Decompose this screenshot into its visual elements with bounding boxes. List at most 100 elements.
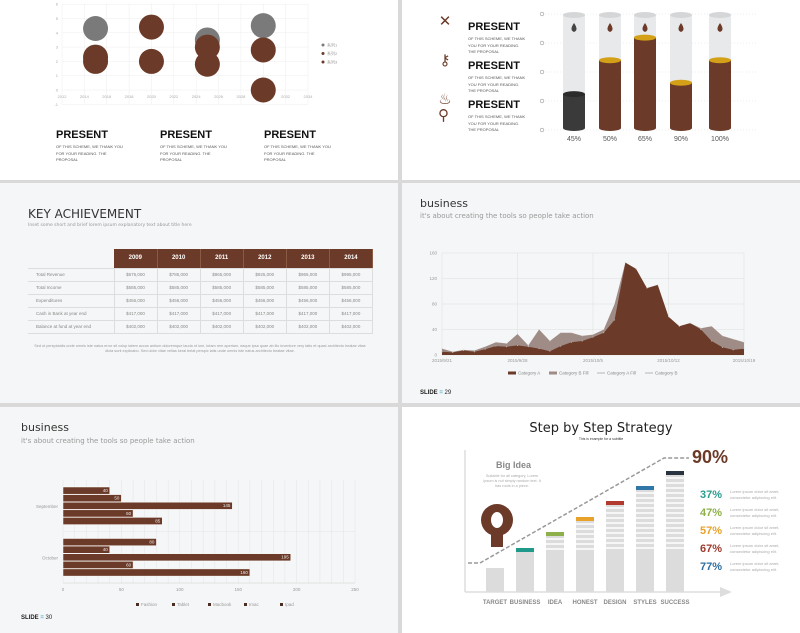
data-point	[83, 16, 109, 42]
step-label: SUCCESS	[660, 600, 689, 606]
fill-surface	[709, 57, 731, 64]
stat-text: Lorem ipsum dolor sit amet, consectetur …	[730, 525, 780, 536]
item-title: PRESENT	[468, 60, 520, 72]
page-subtitle: Inset some short and brief lorem ipsum e…	[28, 223, 192, 228]
y-tick-label: 1	[56, 73, 59, 78]
bar	[62, 568, 251, 577]
data-point	[560, 345, 562, 347]
data-point	[83, 48, 109, 74]
lightbulb-base	[491, 533, 503, 547]
data-point	[138, 48, 164, 74]
legend-swatch	[508, 371, 516, 375]
table-cell: $417,000	[157, 307, 201, 321]
slide-strategy[interactable]: Step by Step Strategy This is example fo…	[402, 407, 800, 633]
percent-label: 100%	[711, 136, 729, 143]
stat-percent: 47%	[700, 507, 723, 519]
data-point	[441, 348, 443, 350]
stat-text: Lorem ipsum dolor sit amet, consectetur …	[730, 489, 780, 500]
row-label: Expenditures	[28, 294, 115, 308]
table-cell: $585,000	[286, 281, 330, 295]
x-tick-label: 2014	[80, 94, 90, 99]
legend-swatch	[280, 603, 283, 606]
bar	[62, 501, 233, 510]
x-tick-label: 2020	[147, 94, 157, 99]
x-tick-label: 2024	[192, 94, 202, 99]
slide-scatter[interactable]: 2012201420162018202020222024202620282030…	[0, 0, 398, 180]
legend-swatch	[172, 603, 175, 606]
cylinder-fill	[634, 37, 656, 128]
present-item: PRESENT OF THIS SCHEME, WE THANK YOU FOR …	[468, 60, 528, 95]
slide-area-chart[interactable]: business it's about creating the tools s…	[402, 183, 800, 403]
lightbulb-inner	[491, 512, 503, 528]
present-block: PRESENT OF THIS SCHEME, WE THANK YOU FOR …	[264, 129, 334, 164]
data-point	[506, 346, 508, 348]
table-cell: $965,000	[286, 268, 330, 282]
y-tick-label: 5	[56, 16, 59, 21]
block-text: OF THIS SCHEME, WE THANK YOU FOR YOUR RE…	[264, 144, 331, 162]
percent-label: 90%	[674, 136, 688, 143]
step-label: IDEA	[548, 600, 563, 606]
step-cap	[606, 501, 624, 505]
column-header: 2011	[200, 249, 244, 269]
data-point	[473, 350, 475, 352]
y-tick-label: 3	[56, 45, 59, 50]
column-header: 2013	[286, 249, 330, 269]
data-point	[570, 341, 572, 343]
data-point	[517, 344, 518, 346]
slide-cylinders[interactable]: 45% 50% 65% 90% 100% ✕ PRESENT OF THIS SCHEME,…	[402, 0, 800, 180]
x-tick-label: 2028	[236, 94, 246, 99]
x-tick-label: 2032	[281, 94, 291, 99]
legend-marker	[321, 43, 325, 47]
x-tick-label: 150	[234, 587, 242, 592]
table-cell: $995,000	[329, 268, 374, 282]
item-text: OF THIS SCHEME, WE THANK YOU FOR YOUR RE…	[468, 36, 526, 54]
data-point	[732, 338, 734, 340]
table-cell: $456,000	[286, 294, 330, 308]
legend-label: Fashion	[141, 602, 158, 607]
stat-text: Lorem ipsum dolor sit amet, consectetur …	[730, 507, 780, 518]
category-label: September	[36, 504, 59, 509]
table-cell: $456,000	[200, 294, 244, 308]
data-point	[495, 341, 497, 343]
slide-key-achievement[interactable]: KEY ACHIEVEMENT Inset some short and bri…	[0, 183, 398, 403]
cylinder-bottom	[634, 125, 656, 131]
x-tick-label: 2022	[169, 94, 179, 99]
data-point	[194, 51, 220, 77]
bar-value-label: 80	[149, 540, 155, 545]
page-subtitle: it's about creating the tools so people …	[21, 437, 195, 445]
drop-icon	[642, 23, 648, 32]
fill-surface	[634, 34, 656, 41]
table-row: Total Income $585,000 $585,000 $585,000 $585…	[28, 281, 374, 295]
table-cell: $456,000	[114, 294, 158, 308]
drop-icon	[571, 23, 577, 32]
data-point	[452, 351, 454, 353]
legend-label: Tablet	[177, 602, 190, 607]
slide-bar-chart[interactable]: business it's about creating the tools s…	[0, 407, 398, 633]
slide-number: SLIDE = 29	[420, 390, 452, 396]
table-cell: $925,000	[243, 268, 287, 282]
table-cell: $675,000	[114, 268, 158, 282]
legend-label: Category B	[655, 371, 678, 376]
faucet-drip-icon: ⚲	[438, 107, 449, 124]
table-cell: $456,000	[157, 294, 201, 308]
table-cell: $417,000	[200, 307, 244, 321]
bar	[62, 553, 292, 562]
percent-label: 65%	[638, 136, 652, 143]
x-tick-label: 250	[351, 587, 359, 592]
item-text: OF THIS SCHEME, WE THANK YOU FOR YOUR RE…	[468, 75, 526, 93]
legend-label: Category A	[518, 371, 540, 376]
data-point	[614, 303, 616, 305]
legend-swatch	[208, 603, 211, 606]
legend-marker	[321, 60, 325, 64]
y-tick-label: 160	[429, 251, 437, 256]
step-bar	[636, 490, 654, 592]
area-chart: 0 40 80 120 160 2015/9/21 2015/9/28 2015/10/5 20…	[429, 251, 755, 376]
present-block: PRESENT OF THIS SCHEME, WE THANK YOU FOR …	[56, 129, 126, 164]
column-header: 2009	[114, 249, 158, 269]
x-tick-label: 2016	[102, 94, 112, 99]
data-point	[538, 329, 540, 330]
cylinder-chart: 45% 50% 65% 90% 100%	[539, 11, 757, 143]
achievement-table: 2009 2010 2011 2012 2013 2014 Total Revenue $6…	[28, 249, 374, 334]
data-point	[441, 351, 443, 353]
bar-value-label: 60	[126, 511, 132, 516]
